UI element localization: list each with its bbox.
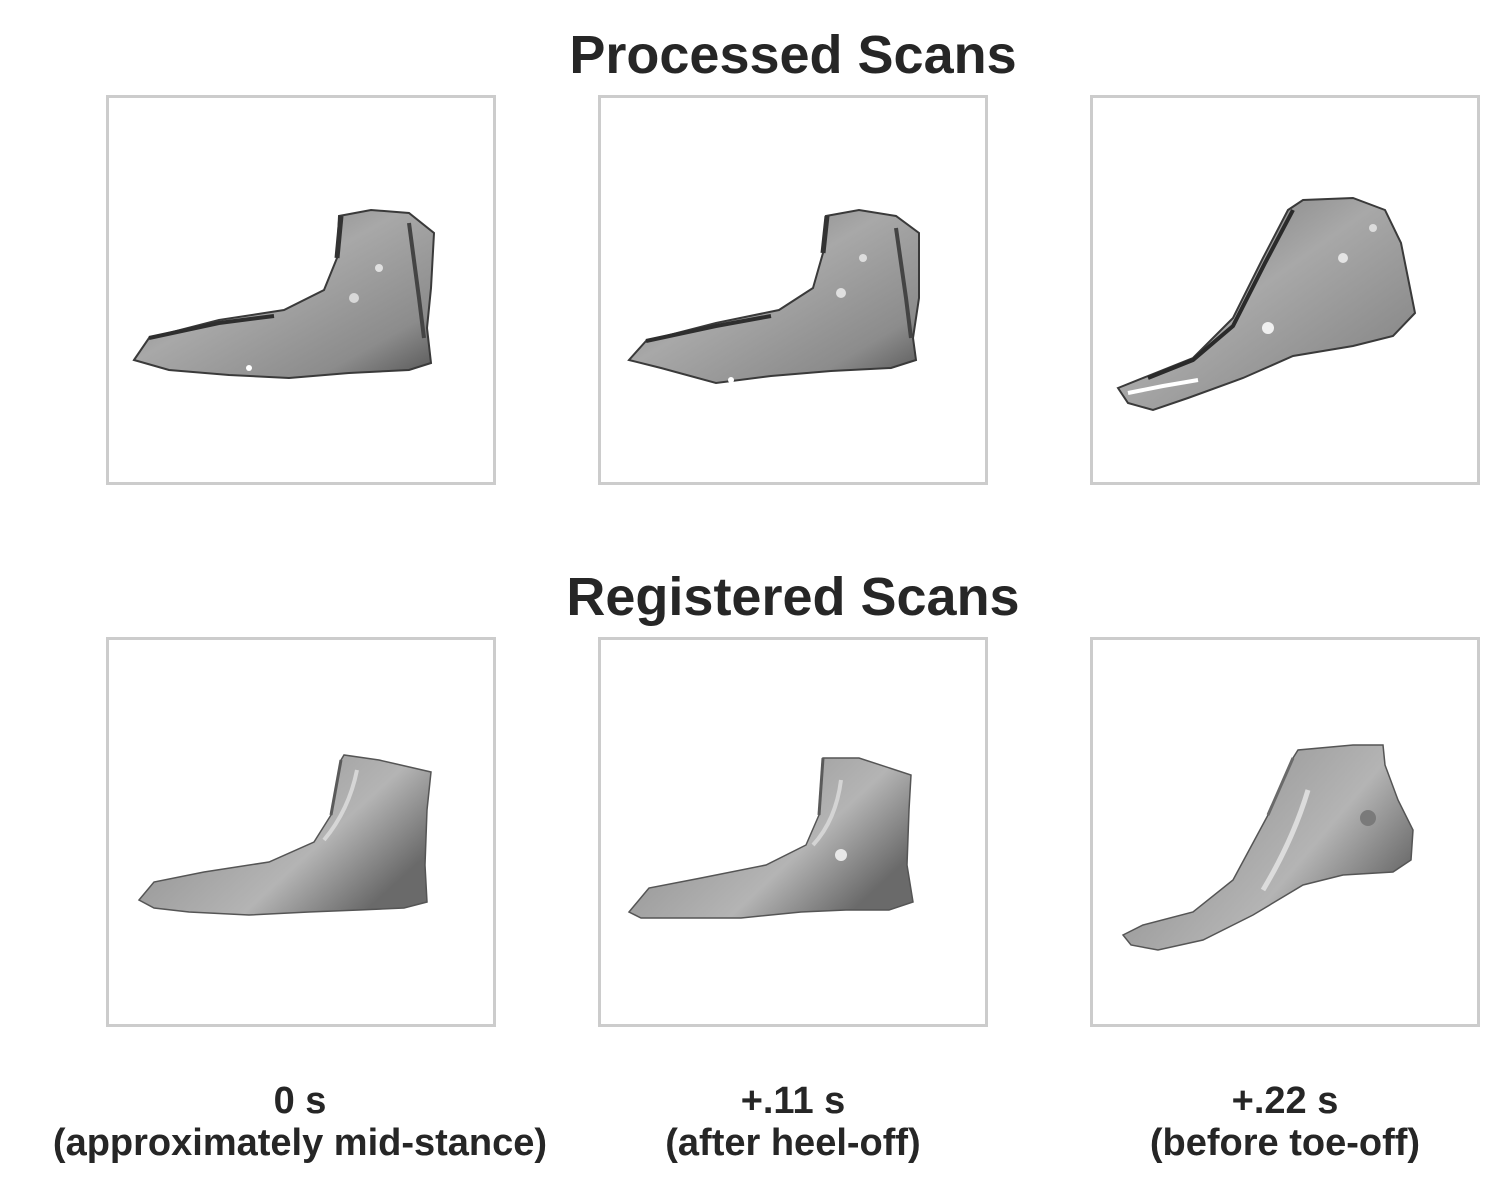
registered-scans-title: Registered Scans xyxy=(566,567,1020,627)
processed-foot-scan-toe-off xyxy=(1116,196,1417,412)
caption-column-1: 0 s (approximately mid-stance) xyxy=(0,1080,600,1164)
caption-phase: (after heel-off) xyxy=(665,1122,921,1164)
processed-foot-scan-midstance xyxy=(132,208,436,380)
registered-foot-model-toe-off xyxy=(1121,744,1414,951)
caption-time: 0 s xyxy=(273,1080,327,1122)
caption-phase: (approximately mid-stance) xyxy=(52,1122,548,1164)
caption-column-2: +.11 s (after heel-off) xyxy=(493,1080,1093,1164)
caption-time: +.11 s xyxy=(740,1080,846,1122)
processed-foot-scan-heel-off xyxy=(627,208,920,385)
processed-scan-panel-3 xyxy=(1090,95,1480,485)
registered-scan-panel-2 xyxy=(598,637,988,1027)
registered-foot-model-heel-off xyxy=(627,757,914,919)
processed-scan-panel-2 xyxy=(598,95,988,485)
caption-column-3: +.22 s (before toe-off) xyxy=(985,1080,1509,1164)
registered-foot-model-midstance xyxy=(137,754,432,916)
processed-scan-panel-1 xyxy=(106,95,496,485)
caption-phase: (before toe-off) xyxy=(1149,1122,1421,1164)
registered-scan-panel-1 xyxy=(106,637,496,1027)
processed-scans-title: Processed Scans xyxy=(569,25,1017,85)
registered-scan-panel-3 xyxy=(1090,637,1480,1027)
caption-time: +.22 s xyxy=(1231,1080,1339,1122)
